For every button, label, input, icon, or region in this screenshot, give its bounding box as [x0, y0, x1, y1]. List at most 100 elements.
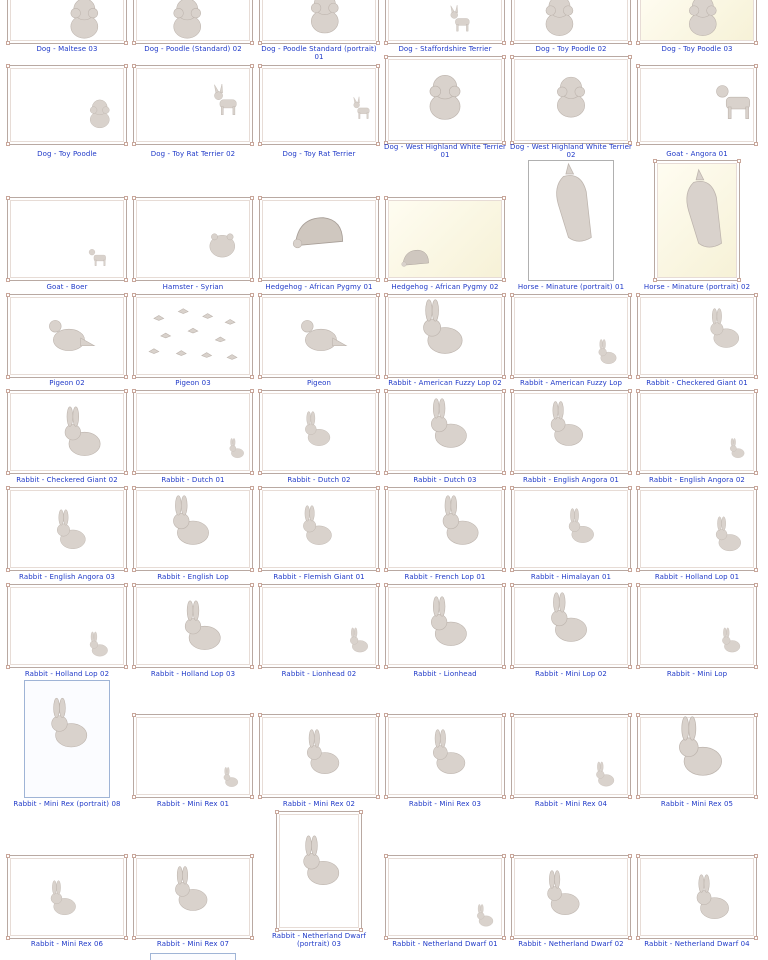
thumbnail-caption[interactable]: Rabbit - American Fuzzy Lop [519, 379, 623, 387]
thumbnail-caption[interactable]: Rabbit - Dutch 02 [287, 476, 351, 484]
thumbnail-image[interactable] [510, 55, 632, 145]
thumbnail-image[interactable] [6, 389, 128, 475]
thumbnail-image[interactable] [510, 293, 632, 379]
thumbnail-image[interactable] [258, 486, 380, 572]
thumbnail-image[interactable] [6, 64, 128, 146]
thumbnail-image[interactable] [510, 486, 632, 572]
thumbnail-image[interactable] [258, 583, 380, 669]
thumbnail-image[interactable] [510, 713, 632, 799]
thumbnail-caption[interactable]: Rabbit - Holland Lop 02 [24, 670, 110, 678]
thumbnail-image[interactable] [258, 64, 380, 146]
thumbnail-caption[interactable]: Horse - Minature (portrait) 02 [643, 283, 751, 291]
thumbnail-image[interactable] [6, 583, 128, 669]
thumbnail-image[interactable] [636, 64, 758, 146]
thumbnail-caption[interactable]: Rabbit - Netherland Dwarf 04 [644, 940, 750, 948]
thumbnail-caption[interactable]: Rabbit - Mini Rex 03 [408, 800, 482, 808]
thumbnail-caption[interactable]: Dog - Toy Rat Terrier [282, 150, 356, 158]
thumbnail-caption[interactable]: Rabbit - Mini Rex 05 [660, 800, 734, 808]
thumbnail-image[interactable] [528, 160, 614, 281]
thumbnail-image[interactable] [6, 196, 128, 282]
thumbnail-image[interactable] [510, 583, 632, 669]
thumbnail-caption[interactable]: Hedgehog - African Pygmy 01 [265, 283, 373, 291]
thumbnail-image[interactable] [636, 0, 758, 45]
thumbnail-image[interactable] [275, 810, 363, 932]
thumbnail-image[interactable] [6, 293, 128, 379]
thumbnail-image[interactable] [384, 583, 506, 669]
thumbnail-image[interactable] [510, 0, 632, 45]
thumbnail-caption[interactable]: Rabbit - Mini Lop [666, 670, 728, 678]
thumbnail-image[interactable] [132, 0, 254, 45]
thumbnail-caption[interactable]: Dog - Maltese 03 [36, 45, 98, 53]
thumbnail-caption[interactable]: Rabbit - Dutch 03 [413, 476, 477, 484]
thumbnail-image[interactable] [384, 293, 506, 379]
thumbnail-caption[interactable]: Horse - Minature (portrait) 01 [517, 283, 625, 291]
thumbnail-image[interactable] [653, 159, 741, 282]
thumbnail-image[interactable] [636, 583, 758, 669]
thumbnail-image[interactable] [384, 55, 506, 145]
thumbnail-image[interactable] [636, 293, 758, 379]
thumbnail-image[interactable] [636, 713, 758, 799]
thumbnail-caption[interactable]: Rabbit - English Angora 02 [649, 476, 745, 484]
thumbnail-caption[interactable]: Pigeon [306, 379, 332, 387]
thumbnail-caption[interactable]: Rabbit - English Angora 01 [523, 476, 619, 484]
thumbnail-caption[interactable]: Rabbit - English Lop [157, 573, 229, 581]
thumbnail-caption[interactable]: Rabbit - Lionhead 02 [281, 670, 357, 678]
thumbnail-caption[interactable]: Dog - Toy Poodle 02 [535, 45, 607, 53]
thumbnail-image[interactable] [132, 854, 254, 940]
thumbnail-caption[interactable]: Pigeon 02 [49, 379, 85, 387]
thumbnail-image[interactable] [384, 0, 506, 45]
thumbnail-caption[interactable]: Goat - Angora 01 [666, 150, 728, 158]
thumbnail-caption[interactable]: Rabbit - Dutch 01 [161, 476, 225, 484]
thumbnail-caption[interactable]: Rabbit - Netherland Dwarf 02 [518, 940, 624, 948]
thumbnail-image[interactable] [132, 713, 254, 799]
thumbnail-caption[interactable]: Rabbit - Mini Rex 04 [534, 800, 608, 808]
thumbnail-caption[interactable]: Rabbit - Mini Rex 02 [282, 800, 356, 808]
thumbnail-image[interactable] [384, 713, 506, 799]
thumbnail-image[interactable] [24, 680, 110, 798]
thumbnail-caption[interactable]: Dog - Poodle (Standard) 02 [144, 45, 242, 53]
thumbnail-caption[interactable]: Rabbit - Flemish Giant 01 [273, 573, 365, 581]
thumbnail-image[interactable] [132, 389, 254, 475]
thumbnail-caption[interactable]: Dog - West Highland White Terrier 02 [510, 143, 632, 159]
thumbnail-image[interactable] [132, 486, 254, 572]
thumbnail-image[interactable] [258, 0, 380, 45]
thumbnail-image[interactable] [132, 293, 254, 379]
thumbnail-image[interactable] [6, 486, 128, 572]
thumbnail-image[interactable] [384, 854, 506, 940]
thumbnail-caption[interactable]: Hamster - Syrian [162, 283, 224, 291]
thumbnail-image[interactable] [510, 389, 632, 475]
thumbnail-caption[interactable]: Pigeon 03 [175, 379, 211, 387]
thumbnail-image[interactable] [258, 389, 380, 475]
thumbnail-caption[interactable]: Rabbit - American Fuzzy Lop 02 [388, 379, 502, 387]
thumbnail-caption[interactable]: Dog - Toy Poodle 03 [661, 45, 733, 53]
thumbnail-caption[interactable]: Goat - Boer [46, 283, 88, 291]
thumbnail-image[interactable] [258, 293, 380, 379]
thumbnail-image[interactable] [636, 389, 758, 475]
thumbnail-caption[interactable]: Rabbit - Mini Rex 06 [30, 940, 104, 948]
thumbnail-image[interactable] [510, 854, 632, 940]
thumbnail-caption[interactable]: Dog - Toy Poodle [37, 150, 97, 158]
thumbnail-caption[interactable]: Rabbit - Mini Rex (portrait) 08 [13, 800, 121, 808]
thumbnail-caption[interactable]: Rabbit - Netherland Dwarf (portrait) 03 [271, 932, 367, 948]
thumbnail-image[interactable] [636, 854, 758, 940]
thumbnail-image[interactable] [258, 196, 380, 282]
thumbnail-caption[interactable]: Rabbit - French Lop 01 [404, 573, 486, 581]
thumbnail-caption[interactable]: Dog - Staffordshire Terrier [398, 45, 492, 53]
thumbnail-caption[interactable]: Rabbit - Checkered Giant 01 [646, 379, 748, 387]
thumbnail-caption[interactable]: Dog - Poodle Standard (portrait) 01 [261, 45, 377, 61]
thumbnail-caption[interactable]: Rabbit - Checkered Giant 02 [16, 476, 118, 484]
thumbnail-image[interactable] [384, 196, 506, 282]
thumbnail-caption[interactable]: Rabbit - Lionhead [413, 670, 477, 678]
thumbnail-image[interactable] [384, 486, 506, 572]
thumbnail-image[interactable] [384, 389, 506, 475]
thumbnail-caption[interactable]: Rabbit - Mini Rex 07 [156, 940, 230, 948]
thumbnail-caption[interactable]: Rabbit - English Angora 03 [19, 573, 115, 581]
thumbnail-image[interactable] [636, 486, 758, 572]
thumbnail-caption[interactable]: Rabbit - Mini Rex 01 [156, 800, 230, 808]
thumbnail-caption[interactable]: Rabbit - Himalayan 01 [530, 573, 612, 581]
thumbnail-image[interactable] [6, 0, 128, 45]
thumbnail-image[interactable] [150, 953, 236, 960]
thumbnail-caption[interactable]: Dog - Toy Rat Terrier 02 [150, 150, 236, 158]
thumbnail-caption[interactable]: Rabbit - Holland Lop 03 [150, 670, 236, 678]
thumbnail-image[interactable] [132, 64, 254, 146]
